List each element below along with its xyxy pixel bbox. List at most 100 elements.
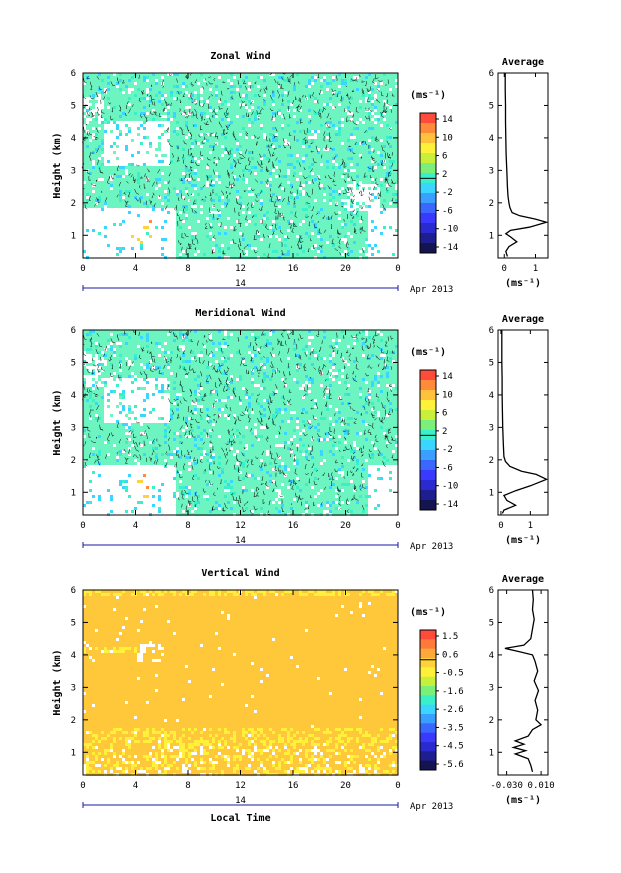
heatmap-cell: [278, 220, 281, 223]
heatmap-cell: [113, 172, 116, 175]
heatmap-cell: [272, 211, 275, 214]
heatmap-cell: [227, 106, 230, 109]
heatmap-cell: [350, 73, 353, 76]
heatmap-cell: [242, 193, 245, 196]
heatmap-cell: [101, 97, 104, 100]
heatmap-cell: [359, 139, 362, 142]
heatmap-cell: [203, 196, 206, 199]
heatmap-cell: [215, 151, 218, 154]
heatmap-cell: [206, 76, 209, 79]
heatmap-cell: [230, 163, 233, 166]
heatmap-cell: [137, 193, 140, 196]
heatmap-cell: [227, 160, 230, 163]
heatmap-cell: [326, 202, 329, 205]
heatmap-cell: [293, 187, 296, 190]
heatmap-cell: [344, 91, 347, 94]
heatmap-cell: [320, 148, 323, 151]
heatmap-cell: [281, 229, 284, 232]
heatmap-cell: [260, 214, 263, 217]
heatmap-cell: [380, 100, 383, 103]
heatmap-cell: [386, 175, 389, 178]
heatmap-cell: [335, 115, 338, 118]
heatmap-cell: [215, 169, 218, 172]
heatmap-cell: [383, 181, 386, 184]
heatmap-cell: [128, 202, 131, 205]
heatmap-cell: [305, 112, 308, 115]
heatmap-cell: [218, 232, 221, 235]
heatmap-cell: [248, 100, 251, 103]
heatmap-cell: [338, 106, 341, 109]
heatmap-cell: [248, 175, 251, 178]
heatmap-cell: [302, 118, 305, 121]
heatmap-cell: [113, 118, 116, 121]
heatmap-cell: [251, 184, 254, 187]
heatmap-cell: [242, 130, 245, 133]
heatmap-cell: [281, 169, 284, 172]
heatmap-cell: [389, 103, 392, 106]
heatmap-cell: [128, 166, 131, 169]
heatmap-cell: [293, 214, 296, 217]
heatmap-cell: [131, 169, 134, 172]
heatmap-cell: [104, 169, 107, 172]
heatmap-cell: [131, 154, 134, 157]
heatmap-cell: [347, 238, 350, 241]
heatmap-cell: [266, 247, 269, 250]
heatmap-cell: [293, 220, 296, 223]
heatmap-cell: [200, 217, 203, 220]
heatmap-cell: [212, 106, 215, 109]
heatmap-cell: [233, 88, 236, 91]
heatmap-cell: [269, 121, 272, 124]
heatmap-cell: [275, 109, 278, 112]
heatmap-cell: [278, 118, 281, 121]
heatmap-cell: [362, 106, 365, 109]
heatmap-cell: [194, 139, 197, 142]
heatmap-cell: [131, 184, 134, 187]
heatmap-cell: [95, 160, 98, 163]
heatmap-cell: [275, 91, 278, 94]
heatmap-cell: [137, 238, 140, 241]
heatmap-cell: [290, 139, 293, 142]
heatmap-cell: [161, 226, 164, 229]
heatmap-cell: [338, 130, 341, 133]
heatmap-cell: [119, 82, 122, 85]
heatmap-cell: [260, 175, 263, 178]
heatmap-cell: [104, 178, 107, 181]
heatmap-cell: [281, 226, 284, 229]
heatmap-cell: [128, 184, 131, 187]
heatmap-cell: [233, 106, 236, 109]
heatmap-cell: [257, 247, 260, 250]
heatmap-cell: [86, 163, 89, 166]
heatmap-cell: [338, 100, 341, 103]
heatmap-cell: [287, 166, 290, 169]
heatmap-cell: [236, 100, 239, 103]
heatmap-cell: [359, 127, 362, 130]
heatmap-cell: [251, 232, 254, 235]
heatmap-cell: [341, 73, 344, 76]
heatmap-cell: [257, 76, 260, 79]
heatmap-cell: [362, 235, 365, 238]
heatmap-cell: [179, 241, 182, 244]
heatmap-cell: [299, 97, 302, 100]
heatmap-cell: [200, 79, 203, 82]
heatmap-cell: [284, 169, 287, 172]
heatmap-cell: [284, 223, 287, 226]
heatmap-cell: [245, 196, 248, 199]
heatmap-cell: [83, 196, 86, 199]
heatmap-cell: [236, 163, 239, 166]
heatmap-cell: [206, 124, 209, 127]
heatmap-cell: [326, 91, 329, 94]
heatmap-cell: [224, 112, 227, 115]
heatmap-cell: [218, 160, 221, 163]
heatmap-cell: [305, 193, 308, 196]
heatmap-cell: [293, 160, 296, 163]
heatmap-cell: [89, 193, 92, 196]
heatmap-cell: [263, 181, 266, 184]
heatmap-cell: [212, 217, 215, 220]
heatmap-cell: [92, 157, 95, 160]
heatmap-cell: [305, 91, 308, 94]
heatmap-cell: [278, 202, 281, 205]
heatmap-cell: [125, 109, 128, 112]
heatmap-cell: [269, 211, 272, 214]
heatmap-cell: [365, 124, 368, 127]
heatmap-cell: [383, 88, 386, 91]
